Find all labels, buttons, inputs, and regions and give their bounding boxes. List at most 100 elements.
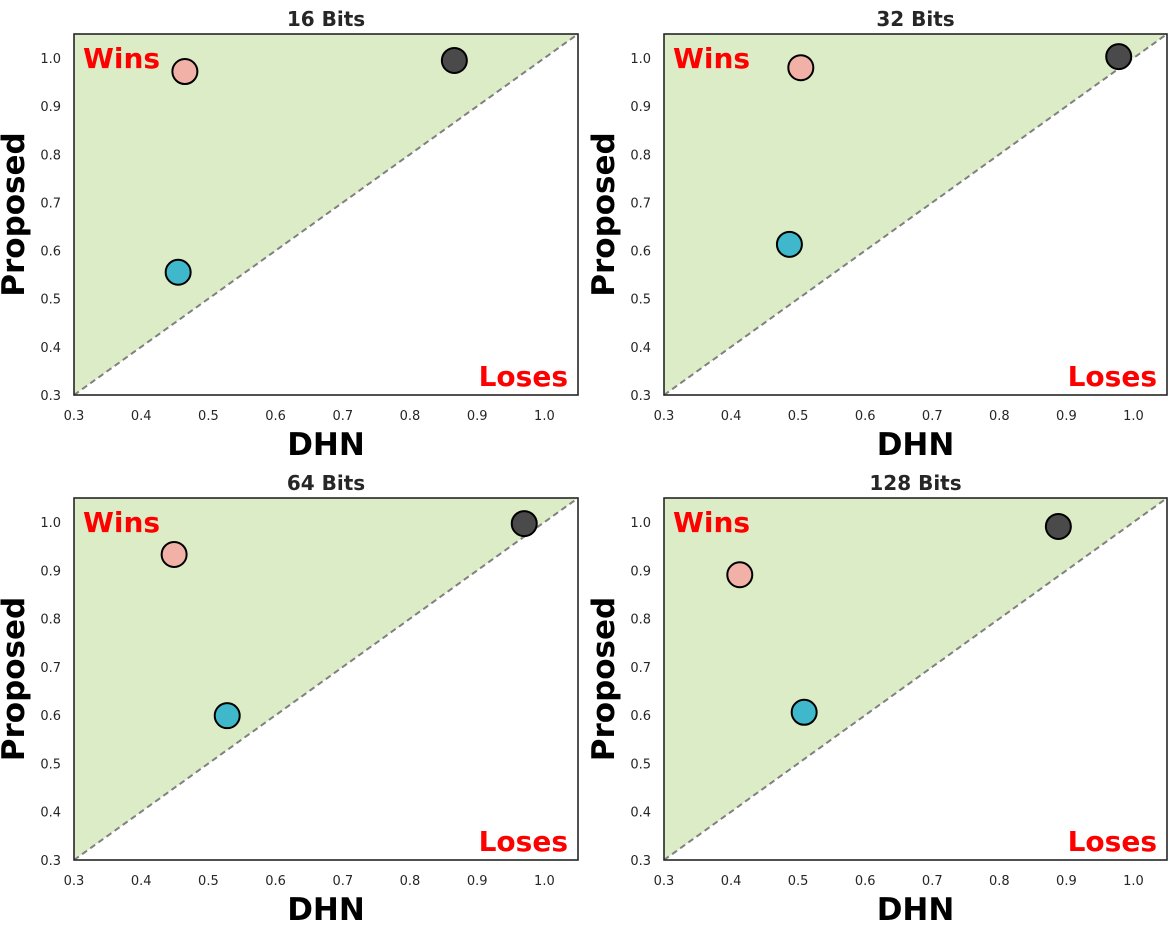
wins-label: Wins bbox=[673, 506, 750, 539]
axes-frame bbox=[73, 33, 579, 396]
x-tick-label: 0.5 bbox=[198, 409, 219, 424]
y-tick-label: 0.5 bbox=[40, 757, 61, 772]
x-tick-label: 0.4 bbox=[131, 874, 152, 889]
x-axis-label: DHN bbox=[877, 892, 955, 926]
data-point bbox=[1044, 512, 1072, 540]
y-tick-label: 0.6 bbox=[40, 709, 61, 724]
wins-label: Wins bbox=[673, 42, 750, 75]
x-tick-label: 0.9 bbox=[467, 409, 488, 424]
chart-title: 16 Bits bbox=[287, 7, 365, 31]
y-tick-label: 1.0 bbox=[630, 516, 651, 531]
x-axis-label: DHN bbox=[287, 427, 365, 463]
y-tick-label: 0.7 bbox=[40, 661, 61, 676]
x-tick-label: 0.5 bbox=[198, 874, 219, 889]
x-tick-label: 0.3 bbox=[654, 409, 675, 424]
y-tick-label: 0.4 bbox=[40, 341, 61, 356]
x-tick-label: 0.6 bbox=[855, 409, 876, 424]
y-tick-label: 0.3 bbox=[630, 854, 651, 869]
loses-label: Loses bbox=[1068, 360, 1157, 393]
y-tick-label: 0.9 bbox=[630, 564, 651, 579]
x-tick-label: 0.7 bbox=[332, 409, 353, 424]
subplot-2: 32 Bits 0.3 0.4 0.5 0.6 0.7 0.8 0.9 1.0 0.3 0.4 0.5… bbox=[586, 7, 1168, 463]
y-tick-label: 0.9 bbox=[630, 100, 651, 115]
data-point bbox=[510, 510, 538, 538]
y-tick-label: 0.7 bbox=[630, 196, 651, 211]
y-tick-label: 0.5 bbox=[630, 757, 651, 772]
chart-title: 128 Bits bbox=[869, 471, 961, 495]
data-point bbox=[726, 561, 754, 589]
data-point bbox=[160, 540, 188, 568]
x-tick-label: 0.9 bbox=[1056, 874, 1077, 889]
x-tick-label: 0.7 bbox=[332, 874, 353, 889]
wins-label: Wins bbox=[83, 506, 160, 539]
x-tick-label: 0.7 bbox=[922, 874, 943, 889]
diagonal-line bbox=[73, 497, 579, 861]
data-point bbox=[164, 258, 192, 286]
axes-frame bbox=[73, 497, 579, 861]
y-tick-label: 0.8 bbox=[630, 613, 651, 628]
y-tick-label: 0.6 bbox=[630, 245, 651, 260]
x-tick-label: 0.9 bbox=[1056, 409, 1077, 424]
y-tick-label: 1.0 bbox=[630, 52, 651, 67]
y-tick-label: 1.0 bbox=[40, 52, 61, 67]
data-point bbox=[440, 46, 468, 74]
y-tick-label: 0.3 bbox=[40, 389, 61, 404]
data-point bbox=[1105, 43, 1133, 71]
subplot-4: 128 Bits 0.3 0.4 0.5 0.6 0.7 0.8 0.9 1.0 0.3 0.4 0.… bbox=[586, 471, 1168, 926]
x-tick-label: 0.8 bbox=[400, 409, 421, 424]
x-tick-label: 0.6 bbox=[855, 874, 876, 889]
y-tick-label: 0.5 bbox=[630, 293, 651, 308]
y-tick-label: 0.3 bbox=[40, 854, 61, 869]
y-axis-label: Proposed bbox=[0, 132, 32, 296]
loses-label: Loses bbox=[479, 825, 568, 858]
y-tick-label: 0.7 bbox=[630, 661, 651, 676]
x-tick-label: 0.8 bbox=[989, 409, 1010, 424]
y-tick-label: 0.6 bbox=[40, 245, 61, 260]
y-tick-label: 0.4 bbox=[630, 341, 651, 356]
x-tick-label: 0.7 bbox=[922, 409, 943, 424]
x-tick-label: 0.3 bbox=[64, 874, 85, 889]
x-tick-label: 0.3 bbox=[64, 409, 85, 424]
x-tick-label: 0.4 bbox=[721, 874, 742, 889]
loses-label: Loses bbox=[479, 360, 568, 393]
wins-label: Wins bbox=[83, 42, 160, 75]
x-tick-label: 0.8 bbox=[989, 874, 1010, 889]
subplot-3: 64 Bits 0.3 0.4 0.5 0.6 0.7 0.8 0.9 1.0 0.3 0.4 0.5… bbox=[0, 471, 579, 926]
y-tick-label: 0.7 bbox=[40, 196, 61, 211]
subplot-1: 16 Bits 0.3 0.4 0.5 0.6 0.7 0.8 0.9 1.0 0.3 0.4 0.5… bbox=[0, 7, 579, 463]
y-tick-label: 0.9 bbox=[40, 564, 61, 579]
axes-frame bbox=[663, 497, 1168, 861]
data-point bbox=[171, 58, 199, 86]
x-tick-label: 0.5 bbox=[788, 874, 809, 889]
y-axis-label: Proposed bbox=[0, 597, 32, 761]
loses-label: Loses bbox=[1068, 825, 1157, 858]
data-point bbox=[787, 54, 815, 82]
x-tick-label: 1.0 bbox=[534, 874, 555, 889]
chart-title: 64 Bits bbox=[287, 471, 365, 495]
y-tick-label: 1.0 bbox=[40, 516, 61, 531]
x-axis-label: DHN bbox=[877, 427, 955, 463]
y-tick-label: 0.9 bbox=[40, 100, 61, 115]
x-tick-label: 0.3 bbox=[654, 874, 675, 889]
chart-title: 32 Bits bbox=[876, 7, 954, 31]
x-tick-label: 1.0 bbox=[1123, 409, 1144, 424]
diagonal-line bbox=[663, 497, 1168, 861]
diagonal-line bbox=[663, 33, 1168, 396]
y-tick-label: 0.8 bbox=[40, 613, 61, 628]
x-tick-label: 0.6 bbox=[265, 409, 286, 424]
x-axis-label: DHN bbox=[287, 892, 365, 926]
y-tick-label: 0.5 bbox=[40, 293, 61, 308]
y-axis-label: Proposed bbox=[586, 132, 622, 296]
x-tick-label: 0.4 bbox=[131, 409, 152, 424]
data-point bbox=[213, 702, 241, 730]
x-tick-label: 0.4 bbox=[721, 409, 742, 424]
x-tick-label: 1.0 bbox=[534, 409, 555, 424]
x-tick-label: 0.5 bbox=[788, 409, 809, 424]
x-tick-label: 0.9 bbox=[467, 874, 488, 889]
y-tick-label: 0.3 bbox=[630, 389, 651, 404]
x-tick-label: 0.6 bbox=[265, 874, 286, 889]
y-tick-label: 0.6 bbox=[630, 709, 651, 724]
data-point bbox=[775, 230, 803, 258]
diagonal-line bbox=[73, 33, 579, 396]
